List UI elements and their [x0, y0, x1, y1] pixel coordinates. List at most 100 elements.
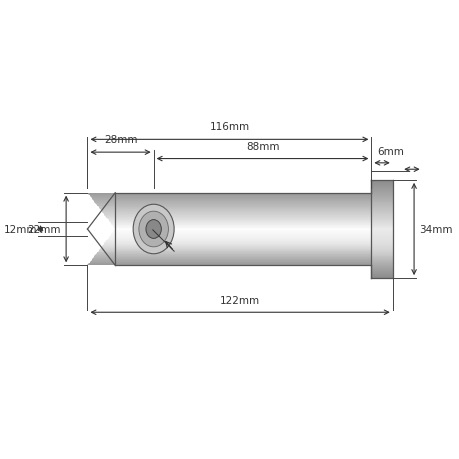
Polygon shape: [115, 207, 370, 208]
Polygon shape: [115, 232, 370, 233]
Polygon shape: [370, 207, 392, 208]
Polygon shape: [370, 199, 392, 200]
Polygon shape: [115, 239, 370, 240]
Polygon shape: [115, 209, 370, 210]
Polygon shape: [370, 270, 392, 271]
Polygon shape: [370, 256, 392, 257]
Polygon shape: [370, 234, 392, 235]
Polygon shape: [104, 243, 115, 244]
Polygon shape: [370, 264, 392, 265]
Polygon shape: [370, 225, 392, 227]
Polygon shape: [370, 243, 392, 244]
Polygon shape: [370, 221, 392, 222]
Polygon shape: [370, 266, 392, 267]
Polygon shape: [115, 216, 370, 217]
Polygon shape: [106, 217, 115, 218]
Polygon shape: [106, 241, 115, 242]
Polygon shape: [97, 252, 115, 253]
Polygon shape: [115, 237, 370, 238]
Polygon shape: [91, 198, 115, 199]
Polygon shape: [370, 227, 392, 228]
Polygon shape: [370, 214, 392, 215]
Polygon shape: [370, 261, 392, 262]
Polygon shape: [115, 196, 370, 197]
Polygon shape: [115, 194, 370, 195]
Polygon shape: [99, 249, 115, 250]
Polygon shape: [96, 205, 115, 206]
Polygon shape: [370, 246, 392, 247]
Polygon shape: [115, 265, 370, 266]
Polygon shape: [370, 278, 392, 279]
Polygon shape: [370, 205, 392, 206]
Polygon shape: [115, 243, 370, 244]
Polygon shape: [105, 216, 115, 217]
Polygon shape: [370, 201, 392, 202]
Polygon shape: [370, 237, 392, 238]
Polygon shape: [115, 250, 370, 251]
Polygon shape: [111, 234, 115, 235]
Polygon shape: [115, 244, 370, 245]
Polygon shape: [101, 212, 115, 213]
Polygon shape: [370, 258, 392, 259]
Polygon shape: [115, 252, 370, 253]
Polygon shape: [95, 203, 115, 204]
Polygon shape: [370, 198, 392, 199]
Polygon shape: [108, 221, 115, 222]
Polygon shape: [109, 236, 115, 237]
Polygon shape: [93, 201, 115, 202]
Polygon shape: [99, 208, 115, 209]
Polygon shape: [101, 211, 115, 212]
Polygon shape: [370, 210, 392, 211]
Polygon shape: [370, 248, 392, 249]
Polygon shape: [87, 265, 115, 266]
Polygon shape: [115, 217, 370, 218]
Text: 28mm: 28mm: [104, 135, 137, 145]
Polygon shape: [105, 242, 115, 243]
Polygon shape: [107, 219, 115, 220]
Polygon shape: [370, 275, 392, 276]
Polygon shape: [114, 230, 115, 231]
Polygon shape: [89, 263, 115, 264]
Polygon shape: [91, 259, 115, 260]
Polygon shape: [370, 254, 392, 255]
Polygon shape: [115, 259, 370, 260]
Polygon shape: [88, 194, 115, 195]
Polygon shape: [115, 222, 370, 223]
Polygon shape: [103, 245, 115, 246]
Polygon shape: [370, 235, 392, 236]
Polygon shape: [93, 257, 115, 258]
Text: 122mm: 122mm: [219, 295, 260, 305]
Polygon shape: [108, 237, 115, 238]
Polygon shape: [370, 215, 392, 216]
Polygon shape: [370, 211, 392, 212]
Polygon shape: [370, 268, 392, 269]
Polygon shape: [370, 212, 392, 213]
Polygon shape: [98, 207, 115, 208]
Polygon shape: [115, 195, 370, 196]
Text: 88mm: 88mm: [245, 141, 279, 151]
Polygon shape: [370, 193, 392, 194]
Polygon shape: [370, 195, 392, 196]
Polygon shape: [370, 252, 392, 253]
Text: 6mm: 6mm: [376, 147, 403, 157]
Polygon shape: [115, 233, 370, 234]
Polygon shape: [115, 221, 370, 222]
Polygon shape: [115, 256, 370, 257]
Polygon shape: [370, 185, 392, 186]
Text: 116mm: 116mm: [209, 122, 249, 132]
Polygon shape: [115, 262, 370, 263]
Polygon shape: [115, 213, 370, 214]
Polygon shape: [370, 231, 392, 232]
Polygon shape: [370, 269, 392, 270]
Polygon shape: [370, 257, 392, 258]
Polygon shape: [100, 248, 115, 249]
Polygon shape: [90, 197, 115, 198]
Polygon shape: [115, 200, 370, 201]
Polygon shape: [370, 253, 392, 254]
Polygon shape: [98, 251, 115, 252]
Polygon shape: [370, 229, 392, 230]
Polygon shape: [115, 230, 370, 231]
Polygon shape: [370, 244, 392, 245]
Polygon shape: [370, 204, 392, 205]
Polygon shape: [370, 180, 392, 181]
